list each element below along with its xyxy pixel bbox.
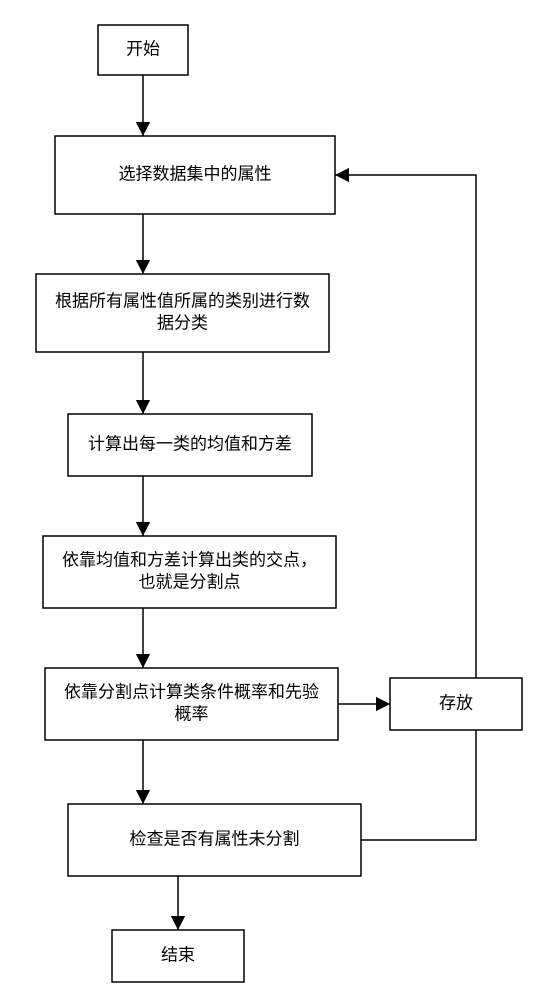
arrowhead-icon [376, 697, 390, 711]
flow-node-class: 根据所有属性值所属的类别进行数据分类 [36, 274, 329, 352]
node-label: 结束 [161, 945, 195, 964]
flow-node-end: 结束 [112, 930, 244, 982]
node-label: 也就是分割点 [139, 572, 241, 591]
node-label: 检查是否有属性未分割 [130, 829, 300, 848]
arrowhead-icon [136, 790, 150, 804]
arrowhead-icon [171, 916, 185, 930]
flowchart-diagram: 开始选择数据集中的属性根据所有属性值所属的类别进行数据分类计算出每一类的均值和方… [0, 0, 545, 1000]
flow-node-mean: 计算出每一类的均值和方差 [68, 414, 312, 476]
node-label: 开始 [126, 39, 160, 58]
flow-node-store: 存放 [390, 678, 522, 730]
node-label: 依靠分割点计算类条件概率和先验 [64, 682, 319, 701]
node-label: 概率 [175, 704, 209, 723]
node-label: 选择数据集中的属性 [119, 164, 272, 183]
node-label: 计算出每一类的均值和方差 [88, 434, 292, 453]
arrowhead-icon [335, 168, 349, 182]
flow-edge [335, 175, 476, 840]
arrowhead-icon [136, 522, 150, 536]
arrowhead-icon [136, 122, 150, 136]
arrowhead-icon [136, 260, 150, 274]
node-label: 据分类 [157, 313, 208, 332]
flow-node-prob: 依靠分割点计算类条件概率和先验概率 [45, 668, 338, 740]
flow-node-start: 开始 [98, 25, 188, 75]
node-label: 根据所有属性值所属的类别进行数 [55, 291, 310, 310]
node-label: 存放 [439, 693, 473, 712]
flow-node-check: 检查是否有属性未分割 [68, 804, 361, 876]
flow-node-inter: 依靠均值和方差计算出类的交点， 也就是分割点 [43, 536, 336, 608]
flow-node-select: 选择数据集中的属性 [55, 136, 335, 214]
arrowhead-icon [136, 400, 150, 414]
node-label: 依靠均值和方差计算出类的交点， [62, 550, 317, 569]
arrowhead-icon [136, 654, 150, 668]
